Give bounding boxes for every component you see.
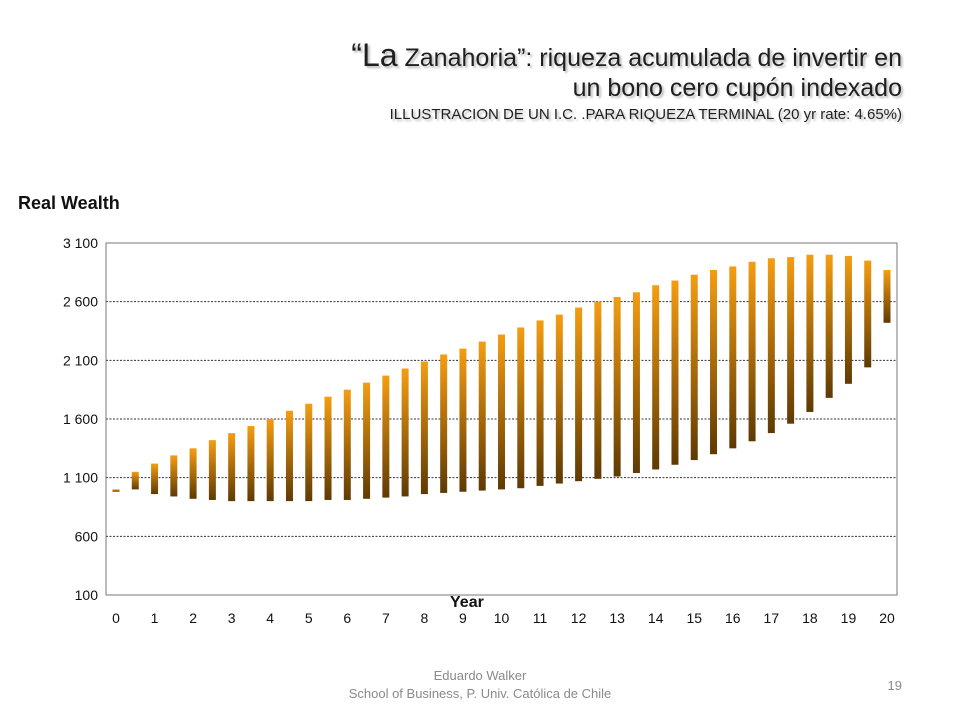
range-bar [613, 296, 621, 477]
range-bar [710, 269, 718, 455]
x-tick-label: 20 [879, 610, 895, 626]
x-tick-label: 19 [841, 610, 857, 626]
range-bar [459, 348, 467, 492]
footer: Eduardo Walker School of Business, P. Un… [0, 667, 960, 703]
range-bar [170, 455, 178, 497]
title-block: “La Zanahoria”: riqueza acumulada de inv… [42, 37, 902, 125]
x-tick-label: 4 [266, 610, 274, 626]
range-bar [690, 274, 698, 461]
range-bar [671, 280, 679, 465]
range-bar [324, 396, 332, 500]
y-tick-label: 2 600 [63, 294, 98, 310]
y-tick-label: 3 100 [63, 235, 98, 251]
range-bar [767, 258, 775, 434]
subtitle: ILLUSTRACION DE UN I.C. .PARA RIQUEZA TE… [389, 106, 902, 123]
range-bar [498, 334, 505, 490]
x-tick-label: 9 [459, 610, 467, 626]
title-line-1-rest: Zanahoria”: riqueza acumulada de inverti… [397, 44, 902, 72]
footer-author: Eduardo Walker [433, 668, 527, 683]
range-bar [420, 361, 428, 495]
range-bar [729, 266, 737, 449]
range-bar [285, 410, 293, 502]
range-bar [594, 301, 602, 479]
x-tick-labels: 0 1 2 3 4 5 6 7 8 9 10 11 12 13 14 15 16 17 18 19 20 [112, 610, 895, 626]
range-bar [825, 254, 833, 398]
y-tick-label: 1 100 [63, 470, 98, 486]
title-line-1: “La Zanahoria”: riqueza acumulada de inv… [42, 37, 902, 73]
x-tick-label: 7 [382, 610, 390, 626]
y-axis-title: Real Wealth [18, 193, 120, 213]
range-bar [305, 403, 313, 502]
range-bar [883, 269, 891, 323]
range-bar [806, 254, 814, 412]
range-bar [382, 375, 390, 498]
y-tick-label: 2 100 [63, 352, 98, 368]
x-tick-label: 17 [764, 610, 780, 626]
x-tick-label: 13 [609, 610, 625, 626]
x-tick-label: 5 [305, 610, 313, 626]
range-bar [131, 471, 139, 490]
range-bar [748, 261, 756, 442]
range-bar [343, 389, 351, 500]
range-bar [575, 307, 583, 482]
range-bar [266, 419, 274, 502]
x-axis-title: Year [450, 594, 484, 611]
x-tick-label: 15 [686, 610, 702, 626]
x-tick-label: 3 [228, 610, 236, 626]
x-tick-label: 8 [421, 610, 429, 626]
range-bar [844, 255, 852, 384]
range-bar [228, 433, 236, 502]
y-tick-label: 1 600 [63, 411, 98, 427]
range-bar [632, 292, 640, 473]
x-tick-label: 14 [648, 610, 664, 626]
bars [112, 254, 891, 502]
range-bar [112, 489, 120, 492]
range-bar [787, 257, 795, 424]
range-bar [151, 463, 159, 495]
page-number: 19 [887, 678, 902, 693]
title-la: La [361, 37, 398, 73]
range-bar [401, 368, 409, 497]
x-tick-label: 6 [343, 610, 351, 626]
range-bar [247, 426, 255, 502]
x-tick-label: 2 [189, 610, 197, 626]
range-bar [208, 440, 216, 500]
y-tick-label: 600 [75, 528, 99, 544]
footer-affiliation: School of Business, P. Univ. Católica de… [348, 686, 612, 701]
x-tick-label: 1 [151, 610, 159, 626]
y-tick-labels: 100 600 1 100 1 600 2 100 2 600 3 100 [63, 235, 98, 603]
range-bar [189, 448, 197, 499]
range-bar [517, 327, 525, 489]
x-tick-label: 11 [533, 610, 548, 626]
x-tick-label: 16 [725, 610, 741, 626]
title-open-quote: “ [351, 37, 362, 73]
plot-area-border [105, 242, 898, 596]
x-tick-label: 10 [494, 610, 510, 626]
range-bar [652, 285, 660, 470]
range-bar [478, 341, 486, 491]
title-line-2: un bono cero cupón indexado [572, 74, 902, 102]
range-bar [555, 314, 563, 484]
y-tick-label: 100 [75, 587, 99, 603]
x-tick-label: 12 [571, 610, 587, 626]
range-bar [536, 320, 544, 486]
x-tick-label: 0 [112, 610, 120, 626]
range-bar [440, 354, 448, 493]
range-bar [864, 260, 872, 368]
x-tick-label: 18 [802, 610, 818, 626]
range-bar [363, 382, 371, 499]
